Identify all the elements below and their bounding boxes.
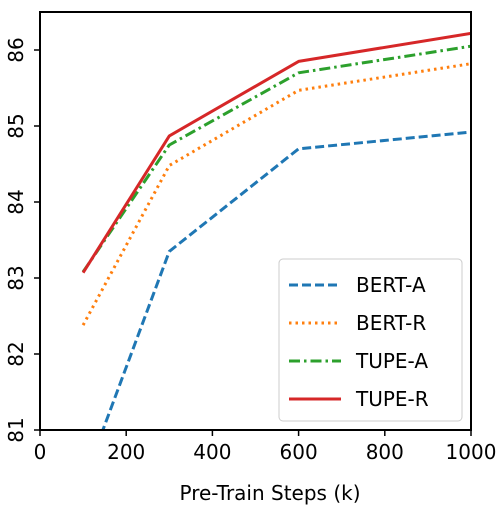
series-line-tupe-r bbox=[81, 31, 471, 274]
x-tick-label: 0 bbox=[34, 440, 47, 464]
x-tick-label: 200 bbox=[107, 440, 145, 464]
legend-label-bert-a: BERT-A bbox=[356, 273, 426, 297]
x-tick-label: 600 bbox=[280, 440, 318, 464]
y-tick-label: 86 bbox=[4, 37, 28, 62]
x-axis-label: Pre-Train Steps (k) bbox=[179, 481, 360, 505]
x-axis-ticks: 0 200 400 600 800 1000 bbox=[34, 430, 497, 464]
legend-label-bert-r: BERT-R bbox=[356, 311, 426, 335]
legend-label-tupe-r: TUPE-R bbox=[355, 387, 429, 411]
legend-box bbox=[278, 258, 463, 422]
legend-label-tupe-a: TUPE-A bbox=[355, 349, 428, 373]
legend: BERT-A BERT-R TUPE-A TUPE-R bbox=[278, 258, 463, 422]
y-axis-ticks: 81 82 83 84 85 86 bbox=[4, 37, 40, 443]
x-tick-label: 800 bbox=[366, 440, 404, 464]
y-tick-label: 84 bbox=[4, 189, 28, 214]
series-line-bert-a bbox=[101, 130, 471, 430]
x-tick-label: 1000 bbox=[446, 440, 497, 464]
x-tick-label: 400 bbox=[193, 440, 231, 464]
series-line-tupe-a bbox=[81, 44, 471, 273]
plot-frame bbox=[39, 11, 472, 431]
y-tick-label: 82 bbox=[4, 341, 28, 366]
y-tick-label: 83 bbox=[4, 265, 28, 290]
y-tick-label: 81 bbox=[4, 417, 28, 442]
series-line-bert-r bbox=[81, 62, 471, 326]
y-tick-label: 85 bbox=[4, 113, 28, 138]
series-layer bbox=[81, 31, 471, 430]
